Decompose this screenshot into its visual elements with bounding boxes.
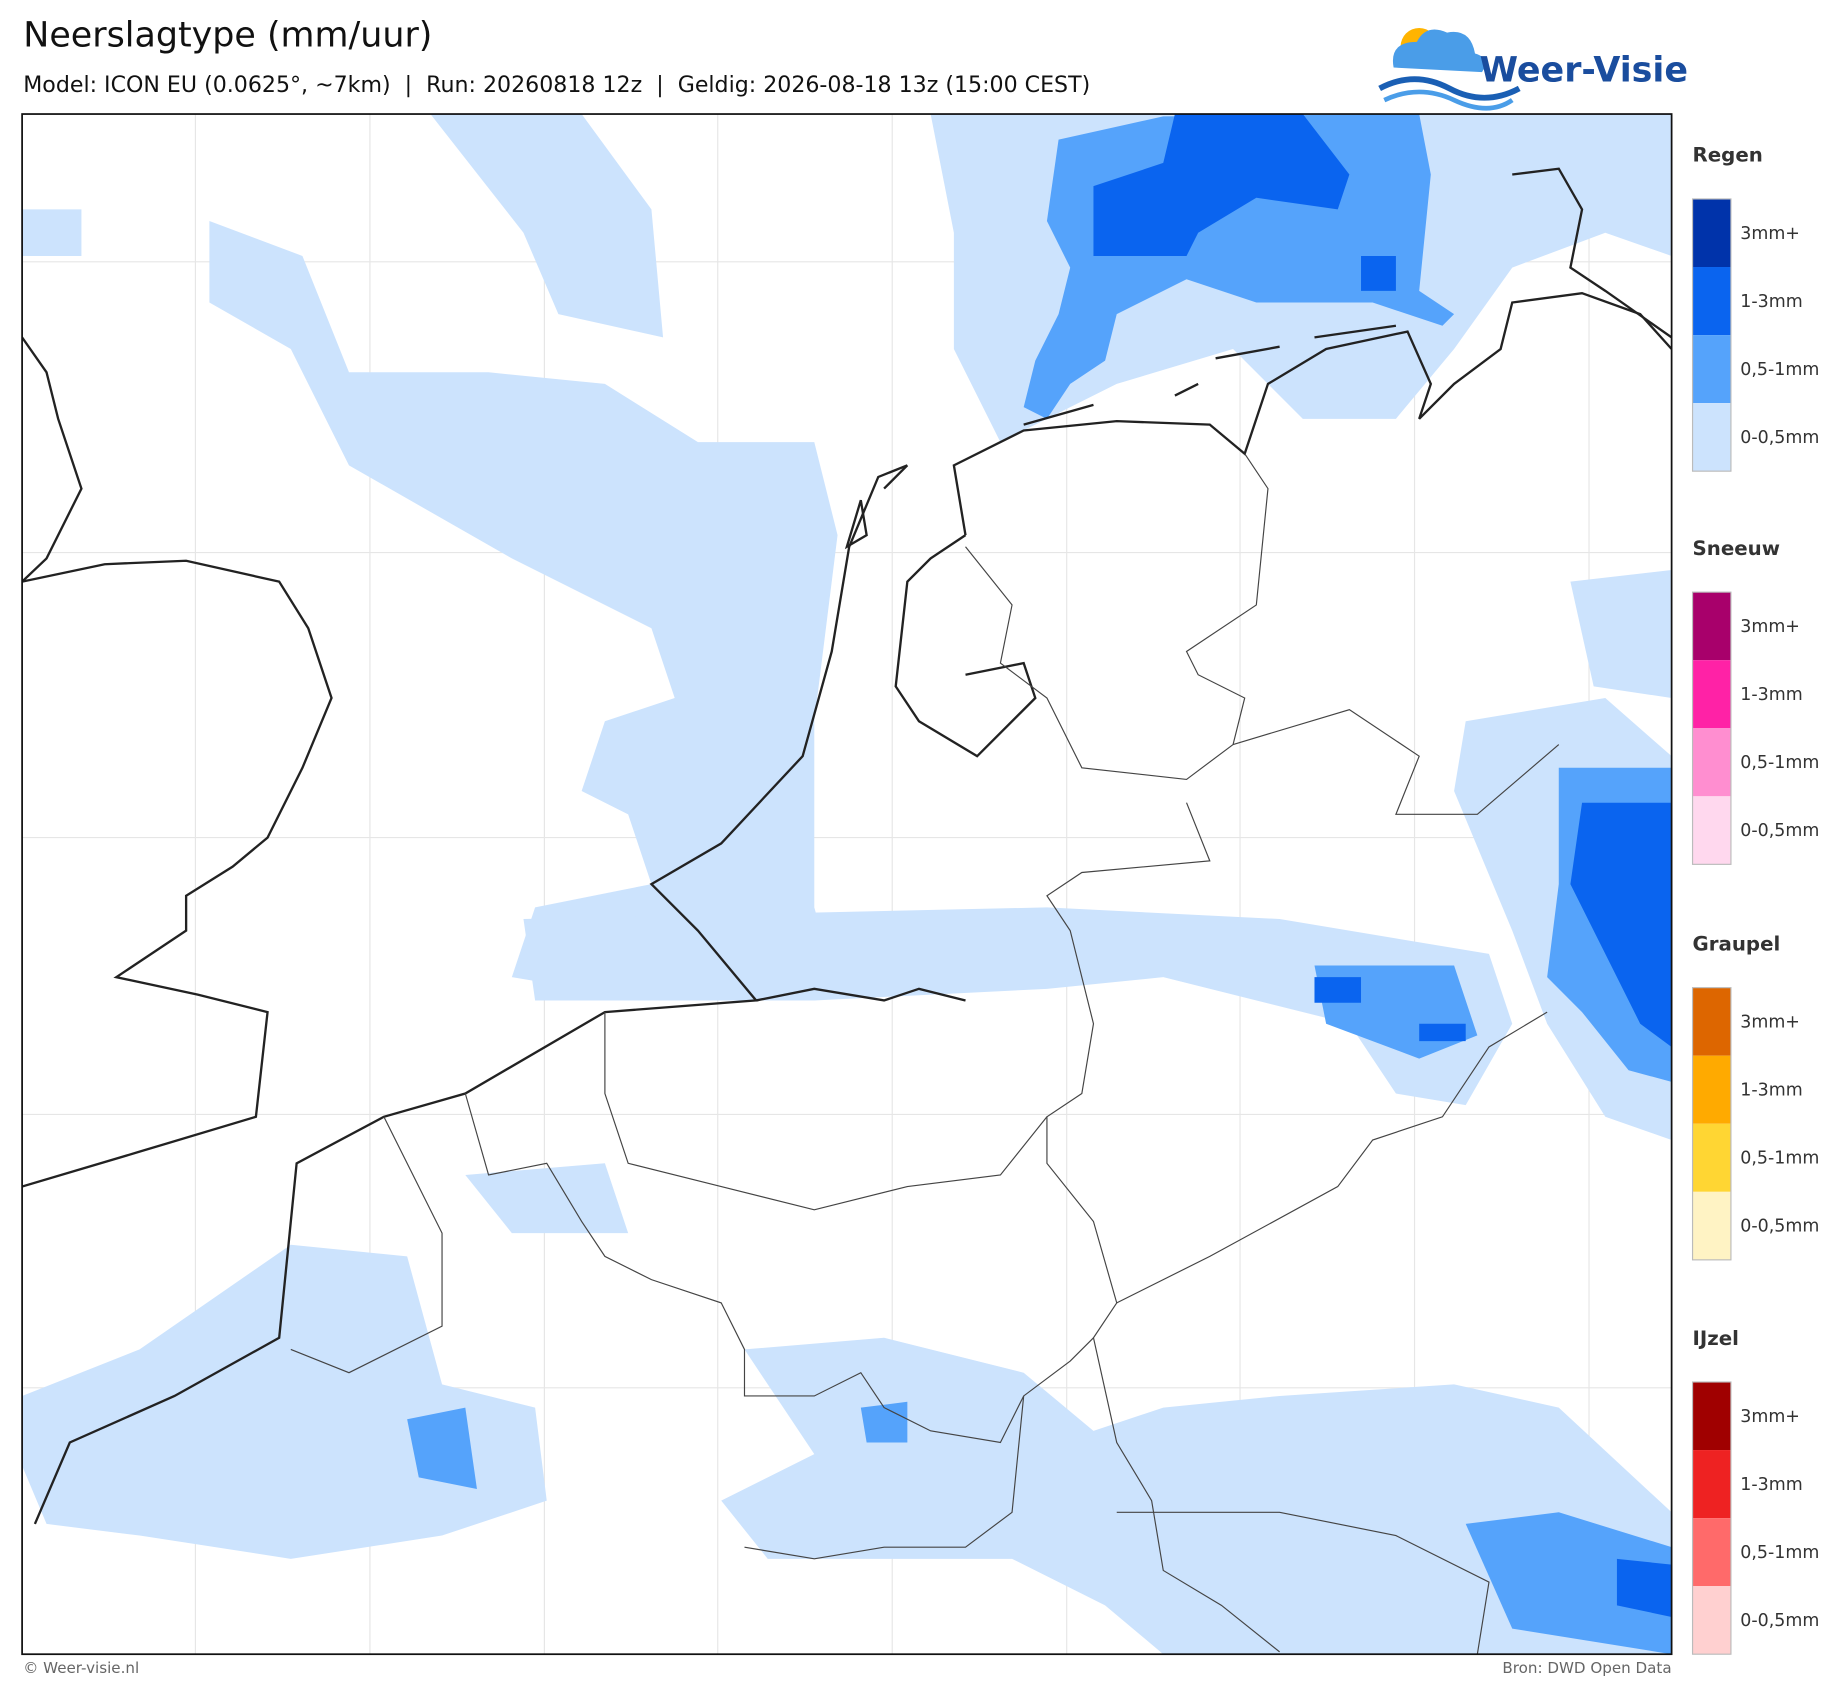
legend-swatch [1692,660,1731,729]
legend-border [1691,1381,1732,1655]
legend-label: 3mm+ [1740,1407,1800,1427]
legend-swatch [1692,987,1731,1056]
legend-border [1691,591,1732,865]
map [21,113,1673,1656]
title: Neerslagtype (mm/uur) [23,16,432,56]
legend-swatch [1692,1055,1731,1124]
legend-label: 1-3mm [1740,292,1802,312]
legend-border [1691,198,1732,472]
subtitle: Model: ICON EU (0.0625°, ~7km) | Run: 20… [23,72,1090,98]
logo: Weer-Visie [1378,27,1688,111]
legend-swatch [1692,403,1731,472]
legend-label: 0-0,5mm [1740,1611,1819,1631]
legend-label: 0-0,5mm [1740,428,1819,448]
legend-swatch [1692,592,1731,661]
legend-label: 1-3mm [1740,685,1802,705]
legend-title: IJzel [1693,1327,1739,1350]
legend-title: Graupel [1693,932,1781,955]
legend-swatch [1692,267,1731,336]
legend: Regen 3mm+ 1-3mm 0,5-1mm 0-0,5mm Sneeuw 3mm+ 1-… [1691,144,1819,1655]
legend-title: Sneeuw [1693,537,1780,560]
legend-label: 0,5-1mm [1740,1149,1819,1169]
legend-title: Regen [1693,144,1763,167]
legend-swatch [1692,1191,1731,1260]
legend-label: 3mm+ [1740,1012,1800,1032]
legend-label: 0-0,5mm [1740,821,1819,841]
legend-label: 0,5-1mm [1740,753,1819,773]
legend-label: 0,5-1mm [1740,1543,1819,1563]
legend-label: 0-0,5mm [1740,1217,1819,1237]
legend-swatch [1692,728,1731,797]
legend-swatch [1692,1518,1731,1587]
legend-swatch [1692,1450,1731,1519]
legend-label: 3mm+ [1740,617,1800,637]
legend-swatch [1692,1123,1731,1192]
legend-swatch [1692,796,1731,865]
legend-swatch [1692,1586,1731,1655]
logo-text: Weer-Visie [1480,50,1688,90]
legend-swatch [1692,198,1731,268]
legend-swatch [1692,1382,1731,1451]
footer-left: © Weer-visie.nl [23,1659,139,1677]
legend-label: 1-3mm [1740,1081,1802,1101]
legend-swatch [1692,335,1731,404]
legend-label: 0,5-1mm [1740,360,1819,380]
footer-right: Bron: DWD Open Data [1502,1659,1671,1677]
legend-border [1691,987,1732,1261]
legend-label: 3mm+ [1740,224,1800,244]
legend-label: 1-3mm [1740,1475,1802,1495]
